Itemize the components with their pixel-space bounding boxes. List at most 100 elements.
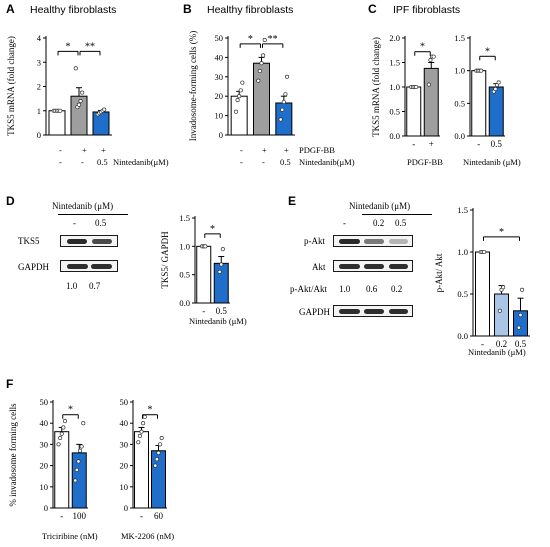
data-point	[219, 262, 224, 267]
blot-band	[389, 239, 408, 244]
bar	[54, 431, 70, 509]
blot-band	[389, 264, 408, 269]
panel-d-lane-0: -	[73, 218, 76, 228]
significance-label: *	[148, 405, 153, 416]
data-point	[61, 425, 66, 430]
panel-d-header-line	[58, 214, 128, 215]
data-point	[516, 325, 521, 330]
y-tick-label: 0.5	[457, 289, 468, 299]
significance-label: *	[499, 227, 504, 238]
panel-a-row2-label: Nintedanib(μM)	[113, 157, 169, 167]
y-tick-label: 0.0	[457, 331, 468, 341]
y-tick-label: 0.5	[389, 107, 400, 117]
panel-c-right-label: Nintedanib (μM)	[463, 157, 521, 167]
y-axis-label: TKS5 mRNA (fold change)	[6, 36, 16, 136]
y-axis-label: % invadosome forming cells	[8, 403, 18, 507]
panel-e-blot-akt	[333, 260, 413, 272]
data-point	[136, 440, 141, 445]
significance-label: *	[420, 42, 425, 53]
data-point	[58, 435, 63, 441]
panel-e-ratio-1: 0.6	[366, 284, 378, 294]
y-tick-label: 0.0	[179, 298, 190, 308]
data-point	[220, 247, 225, 252]
data-point	[56, 442, 61, 447]
data-point	[257, 68, 262, 74]
panel-e-row-label-pakt: p-Akt	[304, 236, 325, 246]
panel-d-row-label-gapdh: GAPDH	[18, 262, 50, 272]
data-point	[73, 66, 78, 71]
data-point	[76, 459, 81, 464]
bar	[475, 251, 490, 337]
data-point	[501, 285, 506, 290]
panel-b-row2-1: -	[262, 157, 265, 167]
data-point	[78, 99, 83, 104]
bar	[196, 245, 212, 304]
panel-e-ratio-0: 1.0	[339, 284, 351, 294]
panel-e-blot-gapdh	[333, 305, 413, 317]
data-point	[262, 37, 267, 42]
panel-d-lane-1: 0.5	[95, 218, 107, 228]
data-point	[518, 312, 523, 318]
y-tick-label: 0.5	[179, 270, 190, 280]
y-tick-label: 30	[215, 72, 224, 82]
y-tick-label: 40	[120, 418, 129, 428]
blot-band	[364, 264, 384, 269]
data-point	[479, 68, 484, 73]
data-point	[141, 421, 146, 426]
blot-band	[364, 239, 384, 244]
panel-d-blot-tks5	[60, 235, 118, 247]
y-tick-label: 30	[40, 439, 49, 449]
y-tick-label: 20	[120, 461, 129, 471]
y-tick-label: 1.0	[179, 241, 190, 251]
blot-band	[389, 309, 408, 314]
y-tick-label: 10	[120, 482, 129, 492]
data-point	[158, 442, 163, 447]
panel-a-row1-1: +	[82, 145, 87, 155]
chart-e: 0.0 0.5 1.0 1.5 p-Akt/ Akt - 0.2 0.5 *	[434, 205, 530, 349]
x-tick-label: -	[481, 339, 484, 349]
x-tick-label: -	[60, 511, 63, 521]
panel-a-row2-0: -	[59, 157, 62, 167]
panel-d-xlabel: Nintedanib (μM)	[189, 316, 247, 326]
bar	[471, 70, 487, 137]
significance-label: *	[210, 224, 215, 235]
x-tick-label: -	[412, 139, 415, 149]
y-tick-label: 50	[215, 33, 224, 43]
data-point	[261, 53, 266, 58]
panel-b-row2-0: -	[240, 157, 243, 167]
blot-band	[339, 239, 360, 244]
y-tick-label: 1	[37, 106, 41, 116]
panel-b-row1-1: +	[262, 145, 267, 155]
blot-band	[339, 264, 360, 269]
data-point	[496, 80, 501, 85]
bar	[213, 262, 229, 304]
bar	[253, 62, 270, 136]
x-tick-label: 100	[73, 511, 87, 521]
y-axis-label: p-Akt/ Akt	[434, 253, 444, 292]
x-tick-label: +	[429, 139, 434, 149]
data-point	[283, 92, 288, 97]
data-point	[520, 287, 525, 292]
data-point	[73, 478, 78, 483]
data-point	[284, 74, 290, 79]
data-point	[233, 109, 239, 114]
data-point	[159, 435, 164, 441]
bar	[230, 95, 248, 136]
y-tick-label: 50	[120, 397, 129, 407]
panel-b-row1-label: PDGF-BB	[299, 145, 335, 155]
panel-e-ratio-2: 0.2	[391, 284, 403, 294]
x-tick-label: 0.2	[496, 339, 507, 349]
blot-band	[92, 239, 112, 244]
panel-a-row2-1: -	[81, 157, 84, 167]
panel-b-row2-label: Nintedanib(μM)	[299, 157, 355, 167]
bar	[275, 102, 293, 136]
y-tick-label: 1.5	[457, 205, 468, 215]
panel-c-left-label: PDGF-BB	[407, 157, 443, 167]
significance-label: *	[66, 41, 71, 52]
panel-letter-c: C	[368, 2, 377, 16]
data-point	[156, 450, 161, 455]
panel-e-row-label-ratio: p-Akt/Akt	[290, 284, 327, 294]
panel-e-lane-2: 0.5	[395, 218, 407, 228]
bar	[92, 111, 110, 136]
bar	[406, 86, 422, 137]
